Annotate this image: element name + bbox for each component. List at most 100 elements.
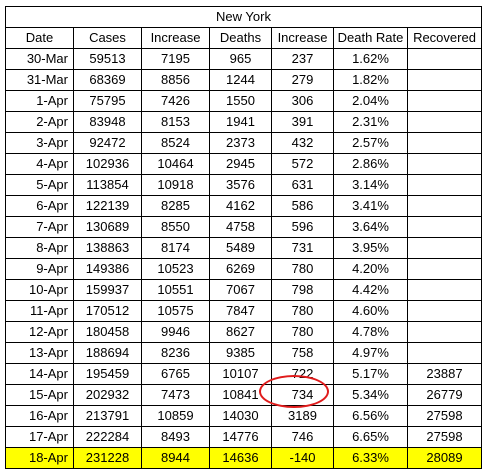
- table-cell[interactable]: 6.65%: [333, 426, 408, 448]
- table-cell[interactable]: 306: [271, 90, 334, 112]
- table-cell[interactable]: 1550: [209, 90, 272, 112]
- table-cell[interactable]: [407, 48, 482, 70]
- table-cell[interactable]: 195459: [73, 363, 142, 385]
- table-cell[interactable]: 8174: [141, 237, 210, 259]
- table-cell[interactable]: -140: [271, 447, 334, 469]
- table-cell[interactable]: 26779: [407, 384, 482, 406]
- table-cell[interactable]: 965: [209, 48, 272, 70]
- table-cell[interactable]: 4162: [209, 195, 272, 217]
- table-cell[interactable]: 159937: [73, 279, 142, 301]
- table-cell[interactable]: 68369: [73, 69, 142, 91]
- table-cell[interactable]: [407, 195, 482, 217]
- table-cell[interactable]: 1-Apr: [5, 90, 74, 112]
- table-cell[interactable]: 23887: [407, 363, 482, 385]
- table-cell[interactable]: 780: [271, 300, 334, 322]
- table-cell[interactable]: 27598: [407, 426, 482, 448]
- table-cell[interactable]: 4.42%: [333, 279, 408, 301]
- table-cell[interactable]: 4.78%: [333, 321, 408, 343]
- column-header[interactable]: Recovered: [407, 27, 482, 49]
- table-cell[interactable]: 279: [271, 69, 334, 91]
- column-header[interactable]: Date: [5, 27, 74, 49]
- column-header[interactable]: Increase: [271, 27, 334, 49]
- table-cell[interactable]: 231228: [73, 447, 142, 469]
- table-cell[interactable]: 10-Apr: [5, 279, 74, 301]
- table-cell[interactable]: 149386: [73, 258, 142, 280]
- table-cell[interactable]: 5-Apr: [5, 174, 74, 196]
- table-cell[interactable]: 8236: [141, 342, 210, 364]
- table-cell[interactable]: 596: [271, 216, 334, 238]
- table-cell[interactable]: 7847: [209, 300, 272, 322]
- table-cell[interactable]: 8153: [141, 111, 210, 133]
- table-cell[interactable]: 3189: [271, 405, 334, 427]
- table-cell[interactable]: [407, 321, 482, 343]
- table-cell[interactable]: 3.95%: [333, 237, 408, 259]
- table-cell[interactable]: 202932: [73, 384, 142, 406]
- table-cell[interactable]: 2.86%: [333, 153, 408, 175]
- table-cell[interactable]: 113854: [73, 174, 142, 196]
- table-cell[interactable]: 798: [271, 279, 334, 301]
- table-cell[interactable]: 432: [271, 132, 334, 154]
- table-cell[interactable]: 3-Apr: [5, 132, 74, 154]
- table-cell[interactable]: 222284: [73, 426, 142, 448]
- table-cell[interactable]: 3.41%: [333, 195, 408, 217]
- table-cell[interactable]: 7195: [141, 48, 210, 70]
- table-cell[interactable]: [407, 69, 482, 91]
- table-title[interactable]: New York: [5, 6, 482, 28]
- table-cell[interactable]: [407, 111, 482, 133]
- table-cell[interactable]: 5.34%: [333, 384, 408, 406]
- table-cell[interactable]: 14636: [209, 447, 272, 469]
- table-cell[interactable]: 8550: [141, 216, 210, 238]
- table-cell[interactable]: 3576: [209, 174, 272, 196]
- table-cell[interactable]: [407, 174, 482, 196]
- table-cell[interactable]: [407, 153, 482, 175]
- table-cell[interactable]: 1941: [209, 111, 272, 133]
- table-cell[interactable]: 4-Apr: [5, 153, 74, 175]
- table-cell[interactable]: 7473: [141, 384, 210, 406]
- table-cell[interactable]: 5.17%: [333, 363, 408, 385]
- table-cell[interactable]: 130689: [73, 216, 142, 238]
- table-cell[interactable]: 17-Apr: [5, 426, 74, 448]
- table-cell[interactable]: [407, 216, 482, 238]
- table-cell[interactable]: 13-Apr: [5, 342, 74, 364]
- table-cell[interactable]: 9385: [209, 342, 272, 364]
- table-cell[interactable]: 28089: [407, 447, 482, 469]
- table-cell[interactable]: 31-Mar: [5, 69, 74, 91]
- table-cell[interactable]: 30-Mar: [5, 48, 74, 70]
- table-cell[interactable]: 8285: [141, 195, 210, 217]
- table-cell[interactable]: 758: [271, 342, 334, 364]
- table-cell[interactable]: 6.33%: [333, 447, 408, 469]
- table-cell[interactable]: 14030: [209, 405, 272, 427]
- table-cell[interactable]: 631: [271, 174, 334, 196]
- table-cell[interactable]: [407, 300, 482, 322]
- table-cell[interactable]: 10575: [141, 300, 210, 322]
- table-cell[interactable]: 14776: [209, 426, 272, 448]
- table-cell[interactable]: 746: [271, 426, 334, 448]
- table-cell[interactable]: 75795: [73, 90, 142, 112]
- table-cell[interactable]: 5489: [209, 237, 272, 259]
- table-cell[interactable]: 16-Apr: [5, 405, 74, 427]
- table-cell[interactable]: 92472: [73, 132, 142, 154]
- table-cell[interactable]: 731: [271, 237, 334, 259]
- table-cell[interactable]: 1.62%: [333, 48, 408, 70]
- table-cell[interactable]: 6269: [209, 258, 272, 280]
- table-cell[interactable]: 122139: [73, 195, 142, 217]
- table-cell[interactable]: 4.60%: [333, 300, 408, 322]
- table-cell[interactable]: 12-Apr: [5, 321, 74, 343]
- table-cell[interactable]: 780: [271, 321, 334, 343]
- table-cell[interactable]: 59513: [73, 48, 142, 70]
- column-header[interactable]: Death Rate: [333, 27, 408, 49]
- table-cell[interactable]: 2-Apr: [5, 111, 74, 133]
- table-cell[interactable]: 2.57%: [333, 132, 408, 154]
- table-cell[interactable]: 722: [271, 363, 334, 385]
- table-cell[interactable]: 8524: [141, 132, 210, 154]
- table-cell[interactable]: [407, 342, 482, 364]
- table-cell[interactable]: [407, 279, 482, 301]
- table-cell[interactable]: 10107: [209, 363, 272, 385]
- table-cell[interactable]: 4.20%: [333, 258, 408, 280]
- table-cell[interactable]: 18-Apr: [5, 447, 74, 469]
- table-cell[interactable]: 1244: [209, 69, 272, 91]
- table-cell[interactable]: 1.82%: [333, 69, 408, 91]
- table-cell[interactable]: [407, 132, 482, 154]
- table-cell[interactable]: 6-Apr: [5, 195, 74, 217]
- table-cell[interactable]: 734: [271, 384, 334, 406]
